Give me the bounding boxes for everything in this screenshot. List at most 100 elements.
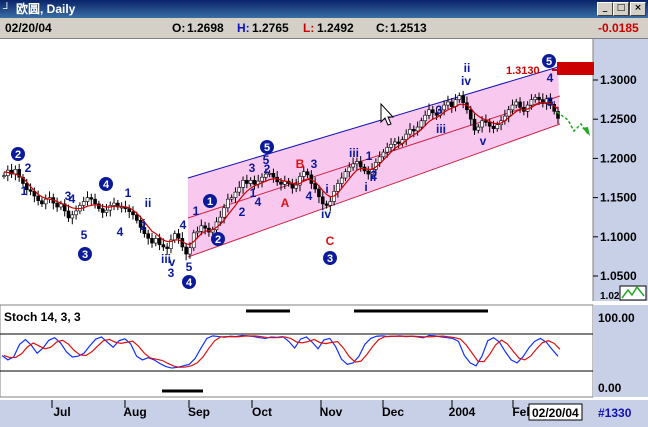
- candle: [328, 201, 333, 206]
- low-label: L:: [303, 21, 315, 35]
- candle: [142, 227, 147, 234]
- candle: [468, 109, 473, 120]
- channel-fill: [188, 67, 560, 257]
- wave-circle-label: 2: [215, 234, 221, 246]
- wave-circle-label: 2: [15, 149, 21, 161]
- wave-label: i: [364, 180, 367, 194]
- ohlc-info-bar: 02/20/04 O: 1.2698 H: 1.2765 L: 1.2492 C…: [0, 18, 648, 39]
- candle: [218, 216, 223, 223]
- candle: [472, 118, 477, 131]
- candle: [476, 126, 481, 131]
- wave-circle: [11, 147, 25, 161]
- price-axis-ticks: 1.3000 1.2500 1.2000 1.1500 1.1000 1.0500 1.02: [593, 73, 637, 302]
- price-tick-label: 1.1500: [600, 191, 637, 205]
- wave-label: iv: [321, 207, 331, 221]
- stoch-axis-panel: [593, 305, 648, 397]
- title-bar[interactable]: ┘ 欧圆, Daily _ □ ×: [0, 0, 648, 18]
- candle: [430, 109, 435, 114]
- candle: [320, 196, 325, 205]
- candle: [169, 239, 173, 249]
- time-axis-ticks: Jul Aug Sep Oct Nov Dec 2004 Feb: [51, 400, 534, 419]
- candle: [412, 129, 416, 132]
- channel-upper-line: [187, 66, 559, 179]
- candle: [127, 208, 132, 213]
- price-tick-label: 1.0500: [600, 269, 637, 283]
- wave-label: i: [142, 217, 145, 231]
- candle: [339, 177, 344, 184]
- wave-label: 5: [81, 228, 88, 242]
- candle: [55, 202, 59, 208]
- wave-circle-label: 4: [186, 277, 193, 289]
- candle: [59, 203, 63, 208]
- wave-label: 1: [125, 186, 132, 200]
- candle: [396, 141, 401, 144]
- candle: [241, 180, 245, 188]
- candle: [301, 171, 306, 177]
- wave-circle: [182, 275, 196, 289]
- candle: [153, 238, 158, 244]
- maximize-button[interactable]: □: [613, 2, 629, 16]
- candle: [415, 126, 420, 132]
- time-tick-label: Nov: [320, 405, 343, 419]
- stoch-tick-0: 0.00: [598, 381, 622, 395]
- candle: [184, 246, 188, 255]
- time-tick-label: Oct: [252, 405, 272, 419]
- time-tick-label: 2004: [449, 405, 476, 419]
- channel-middle-line: [187, 95, 561, 219]
- candle: [404, 133, 409, 140]
- candle: [305, 171, 310, 176]
- minimize-button[interactable]: _: [597, 2, 613, 16]
- candle: [351, 163, 355, 168]
- candle: [514, 101, 519, 106]
- candle: [17, 169, 21, 178]
- candle: [116, 202, 120, 208]
- candle: [343, 171, 348, 179]
- candle: [176, 233, 181, 239]
- candle: [9, 169, 14, 175]
- candle: [248, 180, 253, 184]
- candle: [377, 156, 382, 163]
- candle: [271, 172, 276, 178]
- wave-label: 1: [21, 184, 28, 198]
- wave-label: 2: [140, 219, 147, 233]
- candle: [442, 104, 446, 111]
- candle: [36, 195, 40, 202]
- candle: [298, 176, 302, 186]
- candle: [408, 129, 412, 135]
- current-date-box: [528, 403, 583, 421]
- candle: [487, 122, 492, 127]
- wave-circle-label: 4: [103, 179, 110, 191]
- wave-label: 4: [255, 195, 262, 209]
- candle: [199, 225, 204, 232]
- close-value: 1.2513: [390, 21, 427, 35]
- target-price-label: 1.3130: [506, 65, 540, 77]
- wave-label: iii: [349, 146, 359, 160]
- wave-label: ii: [145, 196, 152, 210]
- wave-label: 2: [371, 168, 378, 182]
- candle: [491, 125, 496, 129]
- wave-label: 3: [65, 189, 72, 203]
- candle: [146, 233, 150, 239]
- wave-circle: [211, 232, 225, 246]
- wave-label: 5: [186, 260, 193, 274]
- candle: [138, 220, 143, 228]
- wave-label: C: [326, 234, 335, 248]
- candle: [518, 101, 522, 108]
- price-tick-label: 1.2500: [600, 112, 637, 126]
- close-button[interactable]: ×: [630, 2, 646, 16]
- candle: [226, 198, 230, 209]
- change-value: -0.0185: [598, 21, 639, 35]
- candle: [203, 225, 207, 229]
- wave-circle-label: 1: [207, 196, 213, 208]
- candle: [172, 233, 177, 241]
- wave-label: ii: [464, 61, 471, 75]
- wave-label: 2: [264, 162, 271, 176]
- candle: [74, 210, 78, 216]
- wave-label: iii: [436, 122, 446, 136]
- close-label: C:: [376, 21, 389, 35]
- candle: [457, 95, 462, 100]
- candle: [161, 244, 166, 248]
- candle: [324, 203, 329, 206]
